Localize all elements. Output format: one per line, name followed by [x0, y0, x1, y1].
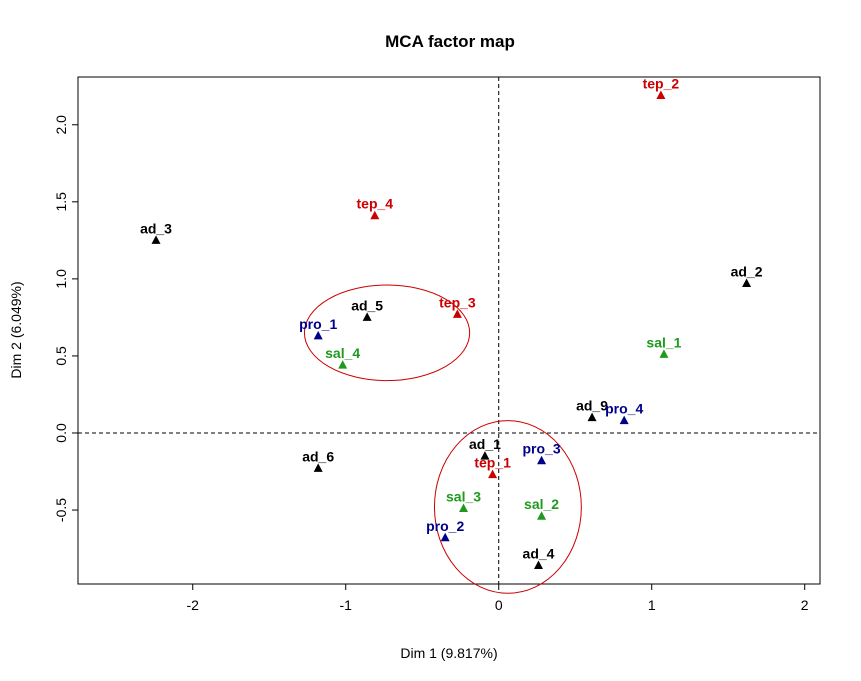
point-label-ad_3: ad_3	[140, 220, 172, 236]
point-label-ad_1: ad_1	[469, 436, 501, 452]
point-marker-ad_9	[587, 412, 597, 422]
plot-frame	[77, 76, 821, 585]
y-tick-label: 0.5	[53, 346, 69, 366]
point-marker-pro_1	[313, 330, 323, 340]
y-axis-label: Dim 2 (6.049%)	[8, 281, 24, 378]
point-marker-pro_2	[440, 532, 450, 542]
point-label-tep_3: tep_3	[439, 294, 476, 310]
chart-title: MCA factor map	[385, 32, 515, 51]
point-marker-ad_2	[742, 278, 752, 287]
point-label-tep_2: tep_2	[643, 75, 680, 91]
point-marker-tep_1	[488, 469, 498, 479]
point-marker-ad_5	[362, 312, 372, 321]
y-tick-label: 0.0	[53, 423, 69, 443]
point-label-sal_3: sal_3	[446, 488, 481, 504]
x-tick-label: 0	[495, 597, 503, 613]
point-marker-pro_3	[537, 455, 547, 465]
point-marker-pro_4	[619, 415, 629, 425]
x-tick-label: -2	[187, 597, 200, 613]
point-label-ad_4: ad_4	[523, 546, 555, 562]
x-tick-label: -1	[340, 597, 353, 613]
confidence-ellipses	[303, 284, 582, 594]
point-label-sal_4: sal_4	[325, 345, 360, 361]
point-label-ad_2: ad_2	[731, 263, 763, 279]
point-marker-tep_2	[656, 90, 666, 99]
confidence-ellipse	[303, 284, 471, 382]
x-axis: -2 -1 0 1 2	[187, 584, 809, 613]
point-label-tep_1: tep_1	[474, 455, 511, 471]
point-label-ad_6: ad_6	[302, 448, 334, 464]
point-label-sal_1: sal_1	[646, 334, 681, 350]
x-tick-label: 2	[801, 597, 809, 613]
x-tick-label: 1	[648, 597, 656, 613]
point-label-sal_2: sal_2	[524, 496, 559, 512]
point-marker-sal_4	[338, 360, 348, 369]
point-marker-ad_4	[533, 560, 543, 570]
confidence-ellipse	[433, 420, 582, 594]
point-label-tep_4: tep_4	[357, 196, 394, 212]
point-label-ad_5: ad_5	[351, 297, 383, 313]
point-marker-ad_1	[480, 451, 490, 460]
point-label-pro_1: pro_1	[299, 316, 337, 332]
point-label-ad_9: ad_9	[576, 398, 608, 414]
y-tick-label: 1.5	[53, 192, 69, 212]
y-tick-label: 2.0	[53, 115, 69, 135]
x-axis-label: Dim 1 (9.817%)	[400, 645, 497, 661]
point-marker-tep_3	[452, 309, 462, 318]
data-points: ad_1 ad_2 ad_3 ad_4 ad_5 ad_6 ad_9 tep_1 tep_2te…	[140, 75, 763, 570]
y-axis: -0.5 0.0 0.5 1.0 1.5 2.0	[53, 115, 78, 522]
point-label-pro_3: pro_3	[522, 441, 560, 457]
point-marker-tep_4	[370, 210, 380, 220]
point-marker-ad_3	[151, 235, 161, 244]
point-marker-sal_1	[659, 349, 669, 358]
y-tick-label: 1.0	[53, 269, 69, 289]
point-label-pro_4: pro_4	[605, 401, 643, 417]
point-marker-sal_3	[459, 503, 469, 512]
y-tick-label: -0.5	[53, 498, 69, 522]
point-label-pro_2: pro_2	[426, 518, 464, 534]
reference-lines	[78, 77, 820, 584]
point-marker-sal_2	[537, 511, 547, 520]
point-marker-ad_6	[313, 463, 323, 472]
